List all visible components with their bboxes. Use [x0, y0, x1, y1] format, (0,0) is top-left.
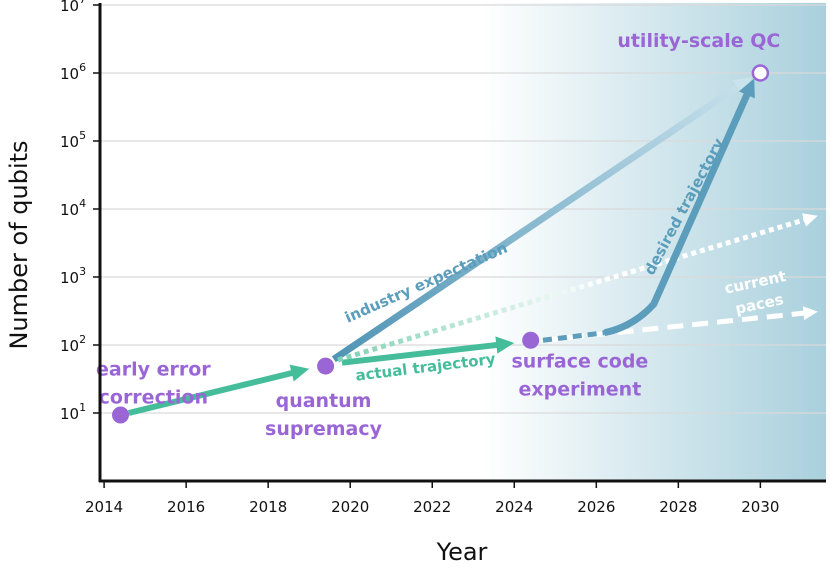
- gridlines: [100, 4, 826, 414]
- x-tick-label: 2022: [413, 498, 451, 516]
- industry-expectation-line: [331, 82, 743, 363]
- current-pace-lower-line-arrowhead: [802, 306, 818, 321]
- surface-code-experiment-point: [522, 331, 540, 349]
- surface-code-experiment-label: surface code: [511, 350, 648, 372]
- y-tick-exponent: 5: [79, 129, 86, 142]
- actual-trajectory-line-arrowhead: [289, 364, 310, 382]
- y-tick-label: 105: [60, 129, 86, 151]
- utility-scale-QC-label: utility-scale QC: [617, 30, 780, 52]
- y-tick-label: 102: [60, 333, 86, 355]
- y-tick-label: 103: [60, 265, 86, 287]
- y-tick-base: 10: [60, 201, 79, 219]
- x-tick-label: 2020: [331, 498, 369, 516]
- y-tick-exponent: 1: [79, 401, 86, 414]
- background-shade: [481, 3, 826, 481]
- utility-scale-QC-point: [751, 64, 770, 82]
- y-tick-base: 10: [60, 269, 79, 287]
- desired-trajectory-line-arrowhead: [738, 78, 755, 99]
- y-tick-exponent: 3: [79, 265, 86, 278]
- current-pace-upper-line-arrowhead: [801, 213, 818, 227]
- y-tick-exponent: 2: [79, 333, 86, 346]
- x-axis-ticks: 2014 2016 2018 2020 2022 2024 2026 2028 2030: [85, 481, 779, 516]
- desired-trajectory-line: [603, 89, 752, 337]
- y-tick-label: 104: [60, 197, 86, 219]
- y-tick-exponent: 6: [79, 61, 86, 74]
- x-tick-label: 2016: [167, 498, 205, 516]
- x-tick-label: 2024: [495, 498, 533, 516]
- y-tick-exponent: 4: [79, 197, 86, 210]
- industry-expectation-line-arrowhead: [732, 77, 753, 95]
- actual-trajectory-line: [127, 369, 297, 416]
- x-tick-label: 2014: [85, 498, 123, 516]
- axes: [98, 3, 826, 483]
- x-tick-label: 2018: [249, 498, 287, 516]
- quantum-supremacy-label: supremacy: [265, 418, 383, 440]
- surface-code-experiment-label: experiment: [518, 378, 641, 400]
- y-tick-base: 10: [60, 405, 79, 423]
- actual-trajectory-2-line: [341, 341, 501, 366]
- actual-trajectory-2-line-arrowhead: [495, 336, 515, 354]
- y-tick-base: 10: [60, 133, 79, 151]
- early-error-correction-point: [112, 406, 130, 424]
- x-axis-title: Year: [436, 538, 488, 566]
- milestone-points: early error correction quantum supremacy sur…: [96, 30, 780, 440]
- quantum-supremacy-point: [317, 357, 335, 375]
- early-error-correction-label: correction: [99, 387, 208, 409]
- x-tick-label: 2028: [659, 498, 697, 516]
- desired-trajectory-line-dashed: [542, 330, 605, 343]
- y-tick-base: 10: [60, 337, 79, 355]
- current-pace-upper-line: [337, 216, 809, 363]
- y-tick-exponent: 7: [79, 0, 86, 6]
- y-tick-label: 101: [60, 401, 86, 423]
- early-error-correction-label: early error: [96, 359, 211, 381]
- current-pace-lower-line: [542, 310, 809, 343]
- quantum-supremacy-label: quantum: [276, 390, 372, 412]
- x-tick-label: 2026: [577, 498, 615, 516]
- y-axis-ticks: 101102103104105106107: [60, 0, 100, 423]
- y-axis-title: Number of qubits: [5, 140, 33, 349]
- y-tick-base: 10: [60, 0, 79, 15]
- y-tick-label: 106: [60, 61, 86, 83]
- x-tick-label: 2030: [741, 498, 779, 516]
- trajectory-series: [127, 77, 818, 416]
- y-tick-label: 107: [60, 0, 86, 15]
- y-tick-base: 10: [60, 65, 79, 83]
